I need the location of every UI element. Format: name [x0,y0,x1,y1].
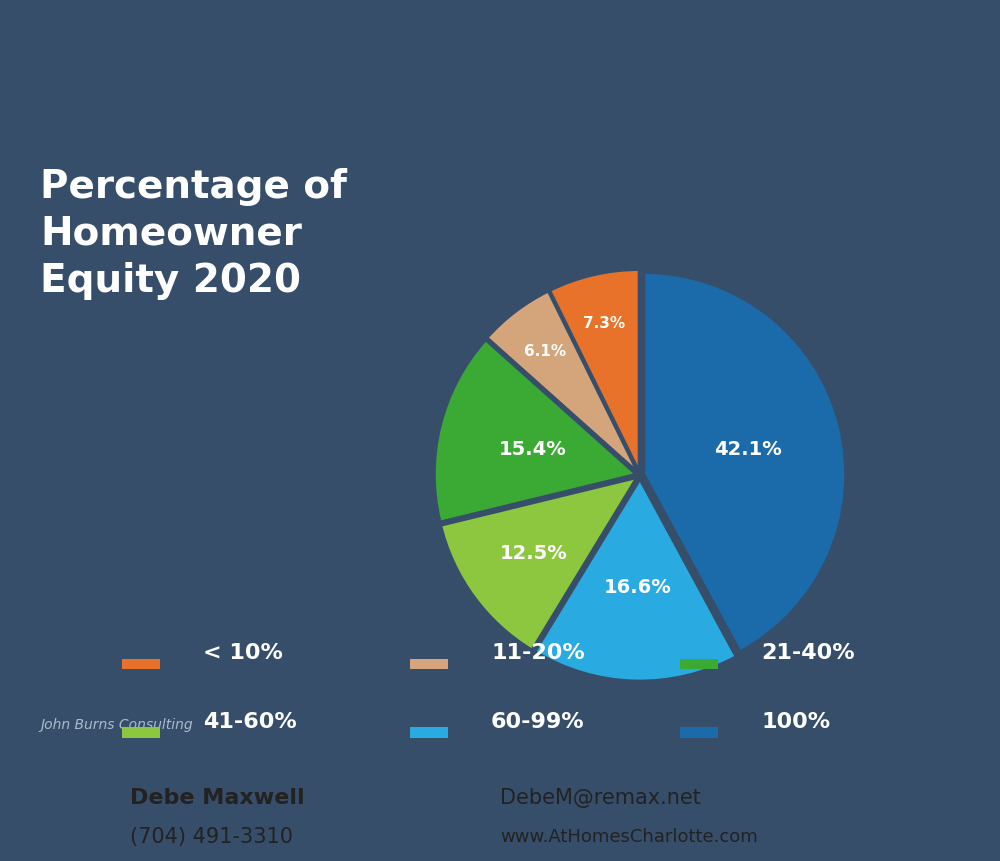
Wedge shape [441,478,637,650]
FancyBboxPatch shape [410,659,448,670]
Wedge shape [434,341,636,523]
Text: Percentage of
Homeowner
Equity 2020: Percentage of Homeowner Equity 2020 [40,168,347,300]
Text: DebeM@remax.net: DebeM@remax.net [500,787,701,807]
Text: 41-60%: 41-60% [203,711,297,731]
Text: 42.1%: 42.1% [714,439,781,458]
Text: 11-20%: 11-20% [491,642,585,663]
Text: 16.6%: 16.6% [603,577,671,596]
Wedge shape [487,292,638,473]
Text: John Burns Consulting: John Burns Consulting [40,717,193,732]
FancyBboxPatch shape [122,659,160,670]
Wedge shape [644,273,846,652]
Text: 21-40%: 21-40% [761,642,855,663]
Text: www.AtHomesCharlotte.com: www.AtHomesCharlotte.com [500,827,758,846]
Text: Debe Maxwell: Debe Maxwell [130,787,305,807]
Wedge shape [535,480,736,681]
FancyBboxPatch shape [410,727,448,738]
Text: < 10%: < 10% [203,642,283,663]
Text: 7.3%: 7.3% [583,315,625,330]
Text: (704) 491-3310: (704) 491-3310 [130,827,293,846]
Text: 6.1%: 6.1% [524,344,566,358]
Wedge shape [550,270,639,472]
FancyBboxPatch shape [122,727,160,738]
FancyBboxPatch shape [680,659,718,670]
Text: 60-99%: 60-99% [491,711,585,731]
Text: 12.5%: 12.5% [500,543,568,562]
Text: 100%: 100% [761,711,830,731]
FancyBboxPatch shape [680,727,718,738]
Text: 15.4%: 15.4% [498,439,566,458]
